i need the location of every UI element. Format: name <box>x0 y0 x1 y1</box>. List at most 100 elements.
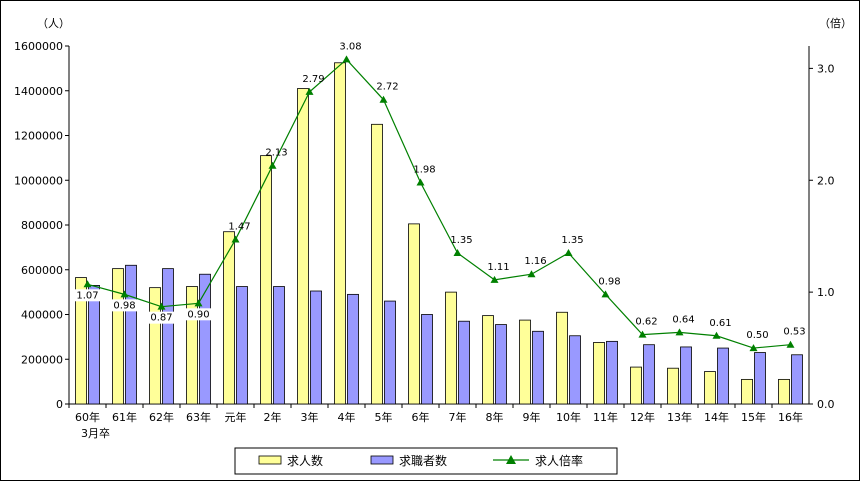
ratio-data-label: 2.79 <box>302 74 324 85</box>
x-tick-sublabel: 3月卒 <box>81 426 110 440</box>
x-tick-label: 3年 <box>301 410 319 424</box>
bar-job-openings <box>408 223 420 405</box>
ratio-data-label: 0.90 <box>187 309 209 320</box>
ratio-marker <box>194 299 203 307</box>
ratio-marker <box>527 270 536 278</box>
bar-job-openings <box>260 155 272 405</box>
bar-job-openings <box>112 268 124 405</box>
x-tick-label: 63年 <box>186 410 211 424</box>
ratio-marker <box>712 331 721 339</box>
ratio-marker <box>120 290 129 298</box>
x-tick-label: 6年 <box>412 410 430 424</box>
bar-job-seekers <box>643 344 655 405</box>
ratio-marker <box>157 302 166 310</box>
bar-job-seekers <box>384 300 396 405</box>
ratio-data-label: 0.87 <box>150 313 172 324</box>
axes <box>68 46 810 405</box>
left-tick-label: 600000 <box>21 264 63 277</box>
x-tick-label: 4年 <box>338 410 356 424</box>
bar-job-seekers <box>199 273 211 405</box>
right-tick-label: 1.0 <box>817 286 835 299</box>
legend: 求人数 求職者数 求人倍率 <box>234 447 618 475</box>
ratio-data-label: 1.16 <box>524 256 546 267</box>
ratio-data-label: 0.50 <box>746 330 768 341</box>
legend-swatch-job-openings <box>258 455 282 465</box>
ratio-data-label: 1.47 <box>228 222 250 233</box>
ratio-data-label: 0.61 <box>709 318 731 329</box>
ratio-marker <box>601 290 610 298</box>
bar-job-seekers <box>532 330 544 405</box>
bar-job-seekers <box>125 264 137 405</box>
x-tick-label: 5年 <box>375 410 393 424</box>
bar-job-seekers <box>569 335 581 405</box>
x-tick-label: 62年 <box>149 410 174 424</box>
bar-job-seekers <box>458 320 470 405</box>
ratio-label-bg <box>185 308 212 321</box>
ratio-data-label: 0.98 <box>113 300 135 311</box>
bar-job-seekers <box>162 268 174 405</box>
x-tick-label: 10年 <box>556 410 581 424</box>
ratio-label-bg <box>74 289 101 302</box>
ratio-marker <box>675 328 684 336</box>
legend-box <box>234 447 618 475</box>
x-tick-label: 12年 <box>630 410 655 424</box>
bar-job-openings <box>630 366 642 405</box>
ratio-marker <box>268 161 277 169</box>
bar-job-seekers <box>310 290 322 405</box>
x-tick-label: 13年 <box>667 410 692 424</box>
ratio-data-label: 2.13 <box>265 148 287 159</box>
bar-job-openings <box>75 277 87 405</box>
right-y-ticks: 0.0 1.0 2.0 3.0 <box>809 62 835 411</box>
ratio-marker <box>786 340 795 348</box>
ratio-data-label: 3.08 <box>339 41 361 52</box>
left-tick-label: 1200000 <box>14 130 63 143</box>
ratio-data-label: 1.35 <box>561 235 583 246</box>
left-tick-label: 1400000 <box>14 85 63 98</box>
ratio-label-bg <box>148 311 175 324</box>
x-tick-label: 2年 <box>264 410 282 424</box>
ratio-data-label: 1.35 <box>450 235 472 246</box>
ratio-marker <box>564 248 573 256</box>
right-tick-label: 0.0 <box>817 398 835 411</box>
x-tick-label: 7年 <box>449 410 467 424</box>
ratio-line: 1.07 0.98 0.87 0.90 1.47 2.13 2.79 3.08 2.72 1.98… <box>74 41 806 352</box>
x-tick-label: 61年 <box>112 410 137 424</box>
x-tick-label: 8年 <box>486 410 504 424</box>
ratio-data-label: 1.07 <box>76 290 98 301</box>
bar-job-seekers <box>495 324 507 405</box>
ratio-marker <box>379 95 388 103</box>
bar-job-seekers <box>680 346 692 405</box>
ratio-marker <box>416 178 425 186</box>
bar-job-seekers <box>236 286 248 405</box>
ratio-marker <box>638 330 647 338</box>
bar-job-openings <box>667 367 679 405</box>
ratio-data-label: 2.72 <box>376 82 398 93</box>
left-tick-label: 200000 <box>21 353 63 366</box>
bar-job-openings <box>593 342 605 405</box>
bar-job-openings <box>371 123 383 405</box>
ratio-data-label: 0.53 <box>783 327 805 338</box>
right-tick-label: 2.0 <box>817 174 835 187</box>
bar-job-openings <box>297 88 309 405</box>
left-tick-label: 1000000 <box>14 174 63 187</box>
ratio-marker <box>305 87 314 95</box>
ratio-marker <box>490 275 499 283</box>
bar-job-seekers <box>606 340 618 405</box>
bar-job-openings <box>778 378 790 405</box>
bars <box>68 62 803 408</box>
bar-job-seekers <box>717 347 729 405</box>
bar-job-openings <box>149 287 161 405</box>
bar-job-seekers <box>347 293 359 405</box>
legend-label-ratio: 求人倍率 <box>535 453 583 468</box>
x-tick-label: 15年 <box>741 410 766 424</box>
left-y-ticks: 0 200000 400000 600000 800000 1000000 1200000 1… <box>14 40 69 411</box>
bar-job-openings <box>186 286 198 405</box>
left-y-unit: （人） <box>37 17 70 30</box>
bar-job-seekers <box>88 285 100 405</box>
bar-job-openings <box>334 62 346 405</box>
ratio-data-label: 0.62 <box>635 317 657 328</box>
left-tick-label: 400000 <box>21 309 63 322</box>
bar-job-seekers <box>754 352 766 405</box>
